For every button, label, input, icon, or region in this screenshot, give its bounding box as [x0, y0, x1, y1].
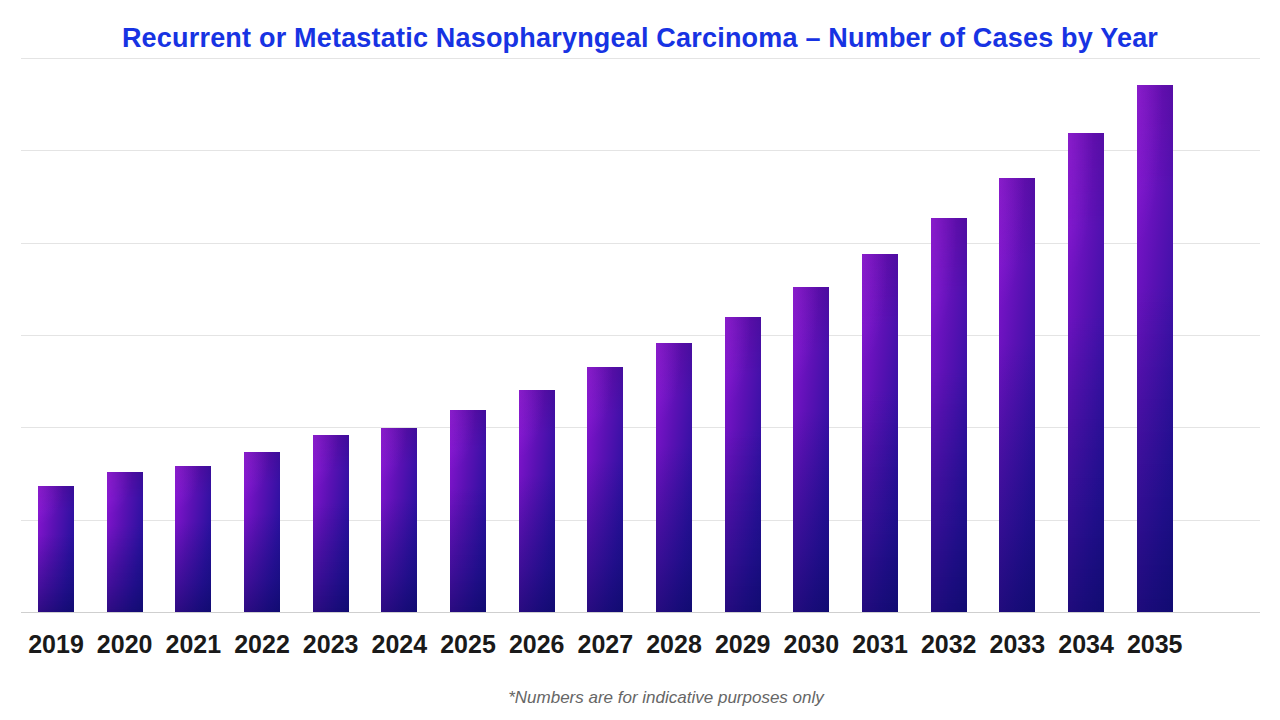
footnote-row: *Numbers are for indicative purposes onl…: [0, 687, 1280, 709]
plot-area: [21, 58, 1260, 612]
bar-2020: [107, 472, 143, 612]
bar-2021: [175, 466, 211, 612]
bar-2026: [519, 390, 555, 612]
bar-2034: [1068, 133, 1104, 612]
bar-2019: [38, 486, 74, 612]
bar-2035: [1137, 85, 1173, 612]
bar-2027: [587, 367, 623, 612]
x-axis: 2019 2020 2021 2022 2023 2024 2025 2026 2027 2028…: [0, 627, 1280, 661]
x-axis-label-2021: 2021: [166, 627, 222, 661]
bar-2029: [725, 317, 761, 612]
bar-2028: [656, 343, 692, 612]
x-axis-label-2030: 2030: [784, 627, 840, 661]
footnote: *Numbers are for indicative purposes onl…: [508, 688, 824, 707]
x-axis-label-2032: 2032: [921, 627, 977, 661]
bar-2022: [244, 452, 280, 612]
bar-2025: [450, 410, 486, 612]
x-axis-label-2031: 2031: [852, 627, 908, 661]
gridline: [21, 58, 1260, 59]
bar-2033: [999, 178, 1035, 612]
x-axis-label-2035: 2035: [1127, 627, 1183, 661]
x-axis-label-2029: 2029: [715, 627, 771, 661]
x-axis-label-2020: 2020: [97, 627, 153, 661]
x-axis-label-2022: 2022: [234, 627, 290, 661]
x-axis-baseline: [21, 612, 1260, 613]
x-axis-label-2026: 2026: [509, 627, 565, 661]
x-axis-label-2024: 2024: [372, 627, 428, 661]
x-axis-label-2034: 2034: [1058, 627, 1114, 661]
x-axis-label-2033: 2033: [990, 627, 1046, 661]
bar-2032: [931, 218, 967, 612]
bar-2030: [793, 287, 829, 612]
chart-title: Recurrent or Metastatic Nasopharyngeal C…: [0, 21, 1280, 55]
x-axis-label-2023: 2023: [303, 627, 359, 661]
x-axis-label-2025: 2025: [440, 627, 496, 661]
bar-2031: [862, 254, 898, 612]
x-axis-label-2027: 2027: [578, 627, 634, 661]
x-axis-label-2019: 2019: [28, 627, 84, 661]
chart-page: Recurrent or Metastatic Nasopharyngeal C…: [0, 0, 1280, 720]
bar-2024: [381, 428, 417, 612]
x-axis-label-2028: 2028: [646, 627, 702, 661]
bar-2023: [313, 435, 349, 612]
